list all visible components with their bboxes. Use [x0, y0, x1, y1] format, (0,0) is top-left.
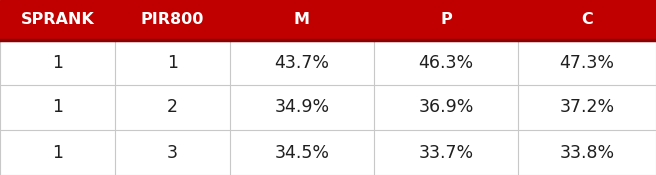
Bar	[0, 130, 656, 175]
Text: M: M	[294, 12, 310, 27]
Text: SPRANK: SPRANK	[20, 12, 94, 27]
Text: 43.7%: 43.7%	[274, 54, 329, 72]
Text: 3: 3	[167, 144, 178, 162]
Text: 46.3%: 46.3%	[419, 54, 474, 72]
Text: 2: 2	[167, 99, 178, 117]
Text: 33.8%: 33.8%	[560, 144, 615, 162]
Text: 34.5%: 34.5%	[274, 144, 329, 162]
Text: P: P	[440, 12, 452, 27]
Text: C: C	[581, 12, 593, 27]
Text: PIR800: PIR800	[140, 12, 204, 27]
Text: 1: 1	[52, 99, 63, 117]
Text: 37.2%: 37.2%	[560, 99, 615, 117]
Text: 36.9%: 36.9%	[419, 99, 474, 117]
Text: 1: 1	[52, 54, 63, 72]
Text: 34.9%: 34.9%	[274, 99, 329, 117]
Text: 1: 1	[167, 54, 178, 72]
Text: 33.7%: 33.7%	[419, 144, 474, 162]
Text: 1: 1	[52, 144, 63, 162]
Bar	[0, 40, 656, 85]
Bar	[0, 85, 656, 130]
Bar	[0, 0, 656, 40]
Text: 47.3%: 47.3%	[560, 54, 615, 72]
